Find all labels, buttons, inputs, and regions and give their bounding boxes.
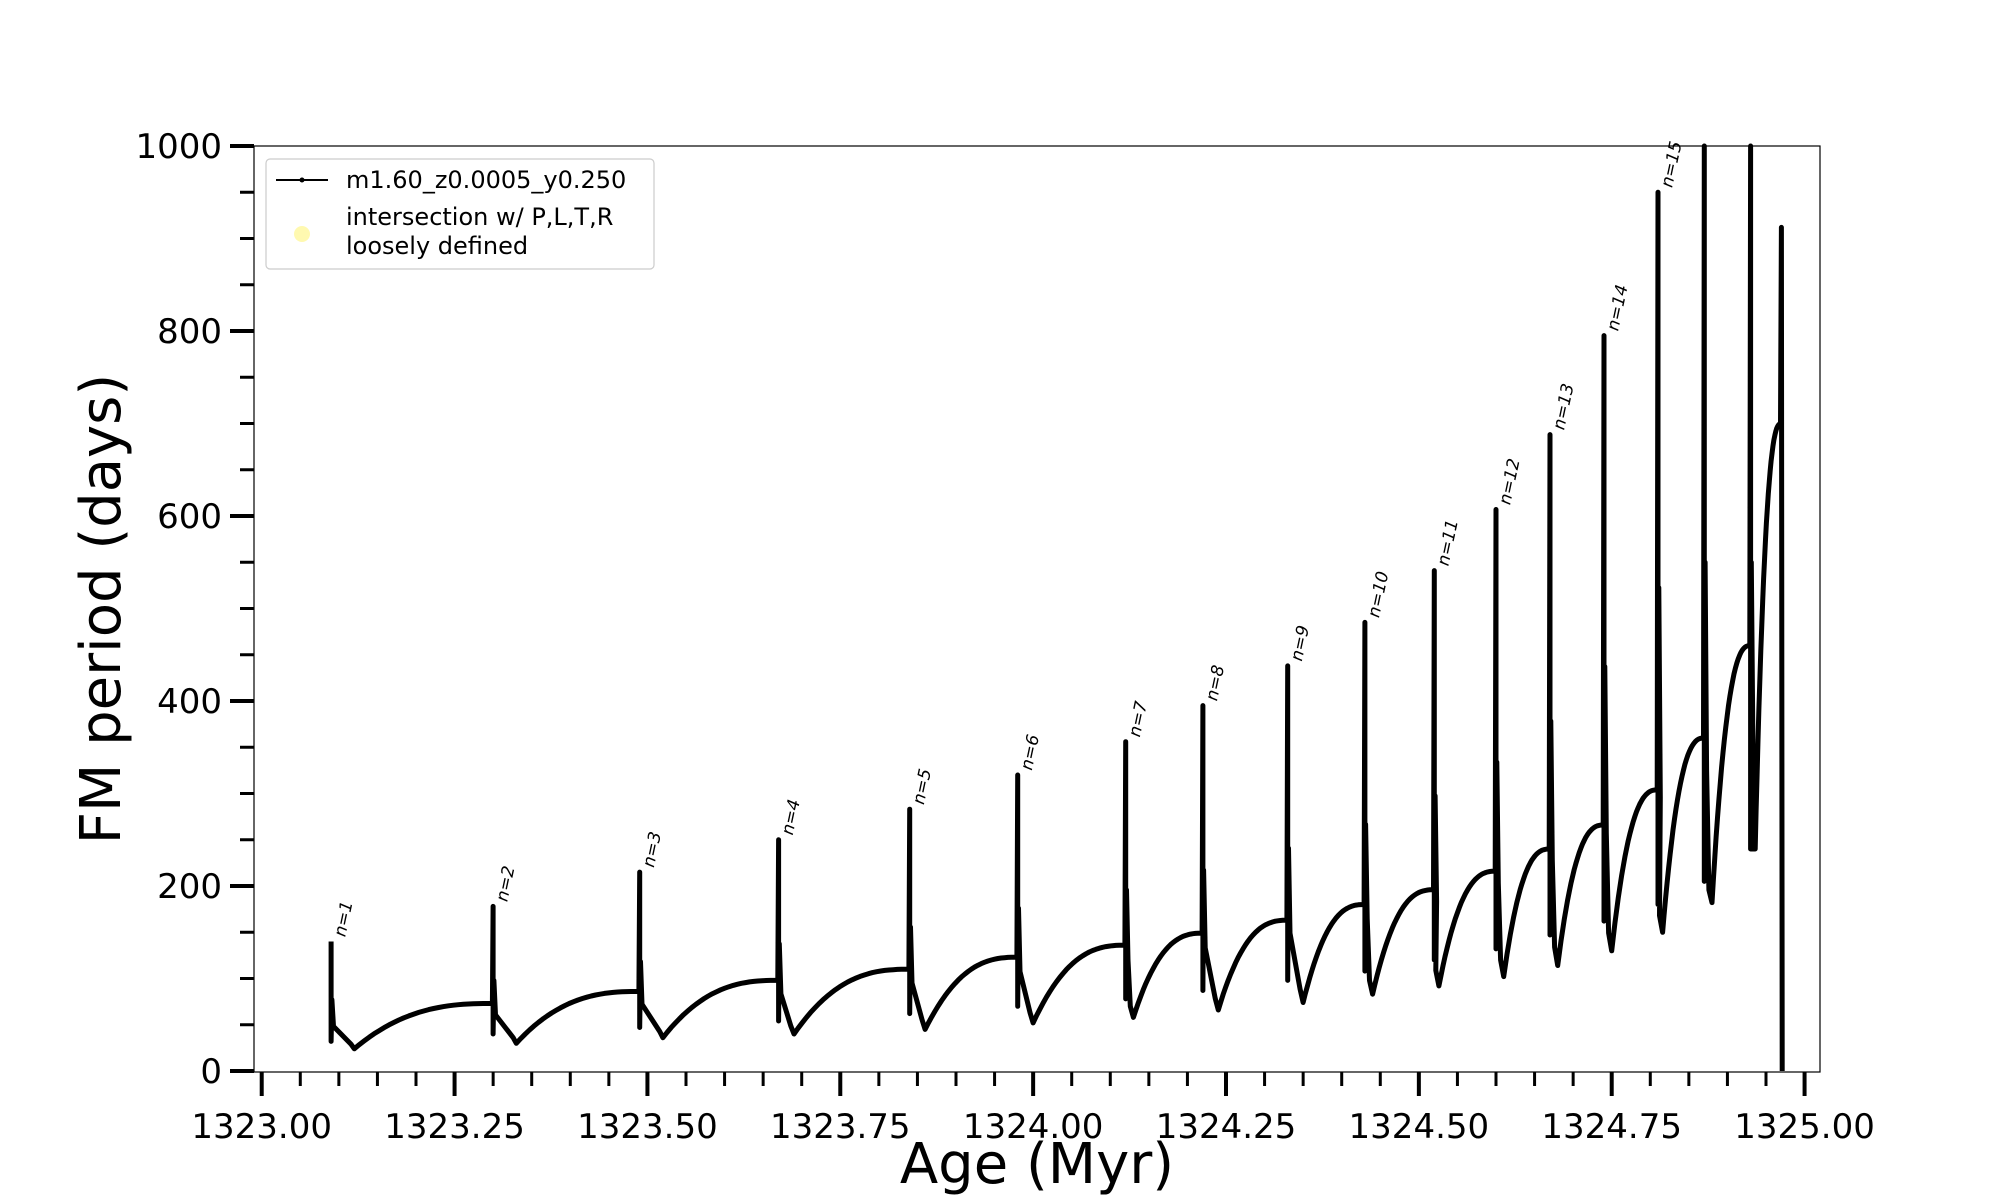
pulse-label: n=10 bbox=[1364, 570, 1393, 620]
x-tick-label: 1324.75 bbox=[1541, 1107, 1682, 1147]
legend-entry-intersection: intersection w/ P,L,T,R loosely defined bbox=[346, 203, 613, 260]
pulse-label: n=8 bbox=[1202, 663, 1229, 702]
y-tick-label: 200 bbox=[157, 867, 222, 907]
plot-frame bbox=[253, 145, 1821, 1073]
x-tick-label: 1324.50 bbox=[1349, 1107, 1490, 1147]
y-tick-label: 600 bbox=[157, 497, 222, 537]
x-tick-label: 1323.50 bbox=[577, 1107, 718, 1147]
y-axis-title: FM period (days) bbox=[69, 374, 134, 844]
pulse-label: n=3 bbox=[639, 830, 666, 869]
x-axis-title: Age (Myr) bbox=[900, 1132, 1174, 1197]
x-tick-label: 1324.25 bbox=[1156, 1107, 1297, 1147]
x-tick-label: 1324.00 bbox=[963, 1107, 1104, 1147]
pulse-label: n=13 bbox=[1549, 382, 1578, 432]
x-tick-label: 1323.25 bbox=[384, 1107, 525, 1147]
series-line bbox=[328, 143, 1785, 1072]
pulse-label: n=2 bbox=[492, 864, 519, 903]
y-tick-label: 800 bbox=[157, 312, 222, 352]
pulse-label: n=9 bbox=[1287, 624, 1314, 663]
y-tick-label: 1000 bbox=[135, 127, 222, 167]
x-tick-label: 1325.00 bbox=[1734, 1107, 1875, 1147]
pulse-label: n=4 bbox=[778, 798, 805, 837]
pulse-label: n=14 bbox=[1603, 283, 1632, 333]
x-tick-label: 1323.75 bbox=[770, 1107, 911, 1147]
legend: m1.60_z0.0005_y0.250 intersection w/ P,L,… bbox=[265, 158, 655, 270]
legend-entry-series: m1.60_z0.0005_y0.250 bbox=[346, 166, 626, 194]
y-tick-label: 400 bbox=[157, 682, 222, 722]
legend-intersection-marker bbox=[294, 226, 310, 242]
pulse-label: n=12 bbox=[1495, 457, 1524, 507]
x-tick-label: 1323.00 bbox=[191, 1107, 332, 1147]
pulse-label: n=15 bbox=[1657, 139, 1686, 189]
y-tick-label: 0 bbox=[200, 1052, 222, 1092]
pulse-label: n=1 bbox=[330, 899, 357, 938]
pulse-label: n=6 bbox=[1017, 733, 1044, 772]
pulse-label: n=5 bbox=[909, 767, 936, 806]
pulse-label: n=11 bbox=[1434, 518, 1463, 568]
legend-box bbox=[265, 158, 655, 270]
pulse-label: n=7 bbox=[1125, 699, 1152, 738]
legend-marker-swatch bbox=[299, 177, 305, 183]
